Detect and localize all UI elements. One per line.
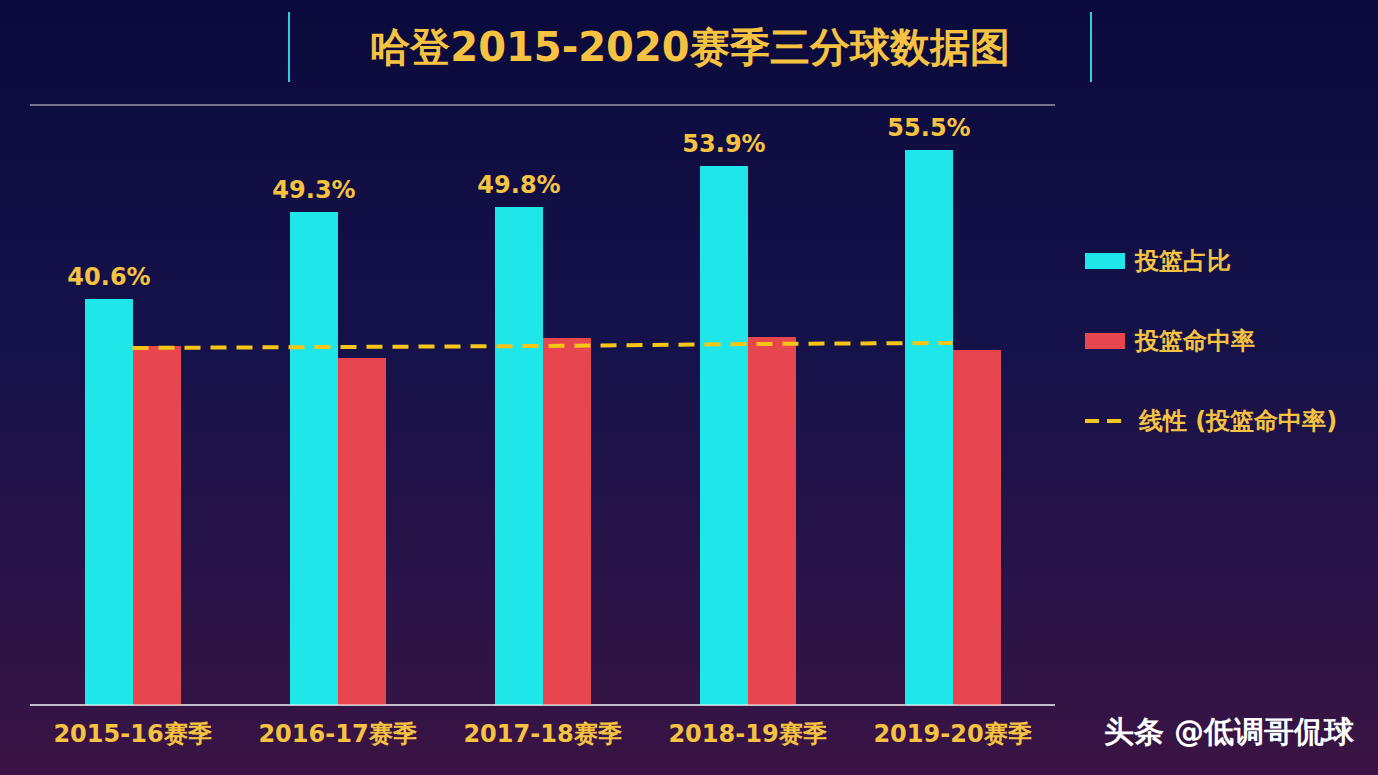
html-text:头条 @低调哥侃球: 头条 @低调哥侃球 bbox=[1103, 714, 1354, 749]
svg-text:2017-18赛季: 2017-18赛季 bbox=[463, 720, 621, 748]
svg-text:55.5%: 55.5% bbox=[887, 114, 970, 142]
svg-text:49.3%: 49.3% bbox=[272, 176, 355, 204]
svg-text:49.8%: 49.8% bbox=[477, 171, 560, 199]
svg-text:2016-17赛季: 2016-17赛季 bbox=[258, 720, 416, 748]
html-text:投篮占比: 投篮占比 bbox=[1135, 247, 1231, 275]
html-text:哈登2015-2020赛季三分球数据图: 哈登2015-2020赛季三分球数据图 bbox=[370, 23, 1010, 70]
html-text:投篮命中率: 投篮命中率 bbox=[1135, 327, 1255, 355]
svg-text:40.6%: 40.6% bbox=[67, 263, 150, 291]
html-text:线性 (投篮命中率): 线性 (投篮命中率) bbox=[1139, 407, 1338, 435]
svg-text:53.9%: 53.9% bbox=[682, 130, 765, 158]
svg-text:2018-19赛季: 2018-19赛季 bbox=[668, 720, 826, 748]
svg-text:2015-16赛季: 2015-16赛季 bbox=[53, 720, 211, 748]
svg-text:2019-20赛季: 2019-20赛季 bbox=[873, 720, 1031, 748]
